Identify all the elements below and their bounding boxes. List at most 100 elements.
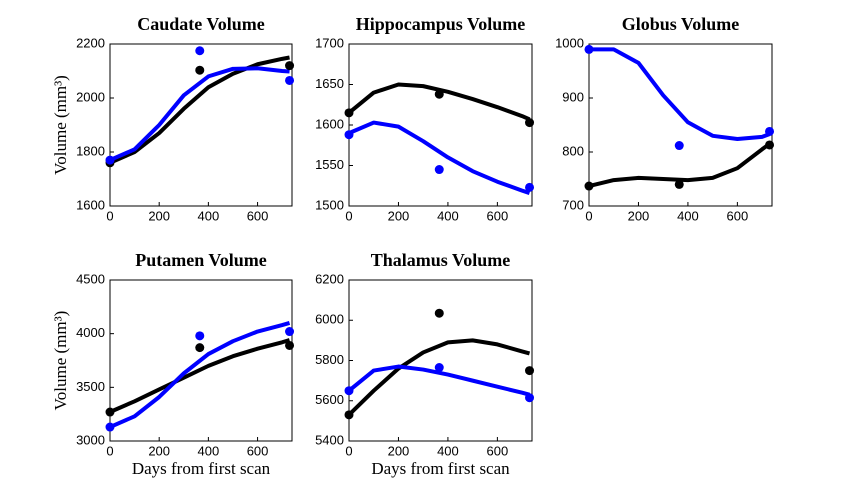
data-point — [525, 393, 535, 403]
fit-curve — [347, 338, 531, 417]
x-tick-label: 400 — [437, 208, 459, 223]
x-axis-label: Days from first scan — [371, 459, 510, 478]
subplot: 0 200 400 600 3000 3500 4000 4500 Putamen Volume… — [51, 250, 295, 478]
x-tick-label: 200 — [388, 208, 410, 223]
fit-curve — [347, 364, 531, 397]
y-tick-label: 6200 — [315, 271, 344, 286]
subplot: 0 200 400 600 1600 1800 2000 2200 Caudate Volume… — [51, 14, 295, 223]
y-tick-label: 3500 — [76, 379, 105, 394]
y-tick-label: 5800 — [315, 352, 344, 367]
x-tick-label: 400 — [677, 208, 699, 223]
axes-box — [109, 279, 293, 442]
x-tick-label: 400 — [198, 443, 220, 458]
subplot: 0 200 400 600 5400 5600 5800 6000 6200 Thalamus V… — [315, 250, 535, 478]
fit-curve — [588, 142, 771, 188]
axes-box — [348, 279, 533, 442]
y-tick-label: 1800 — [76, 143, 105, 158]
y-tick-label: 4000 — [76, 325, 105, 340]
data-point — [584, 181, 594, 191]
x-tick-label: 200 — [628, 208, 650, 223]
data-point — [195, 46, 205, 56]
y-tick-label: 1500 — [315, 197, 344, 212]
x-tick-label: 0 — [585, 208, 592, 223]
x-tick-label: 0 — [345, 443, 352, 458]
panel-title: Hippocampus Volume — [356, 14, 526, 34]
y-tick-label: 700 — [562, 197, 584, 212]
fit-curve — [109, 55, 290, 165]
fit-curve — [109, 321, 291, 429]
data-point — [344, 386, 354, 396]
x-tick-label: 0 — [106, 208, 113, 223]
data-point — [344, 130, 354, 140]
data-point — [434, 89, 444, 99]
y-axis-label: Volume (mm³) — [51, 75, 70, 175]
data-point — [285, 340, 295, 350]
data-point — [285, 75, 295, 85]
data-point — [195, 331, 205, 341]
data-point — [195, 65, 205, 75]
data-point — [285, 61, 295, 71]
data-point — [674, 141, 684, 151]
y-tick-label: 1600 — [76, 197, 105, 212]
data-point — [525, 182, 535, 192]
data-point — [584, 44, 594, 54]
data-point — [105, 407, 115, 417]
data-point — [525, 118, 535, 128]
y-tick-label: 2200 — [76, 35, 105, 50]
x-tick-label: 0 — [345, 208, 352, 223]
y-axis-label: Volume (mm³) — [51, 311, 70, 411]
y-tick-label: 1550 — [315, 157, 344, 172]
data-point — [765, 126, 775, 136]
data-point — [285, 327, 295, 337]
data-point — [195, 343, 205, 353]
data-point — [765, 140, 775, 150]
x-tick-label: 0 — [106, 443, 113, 458]
panel-title: Thalamus Volume — [371, 250, 511, 270]
subplot: 0 200 400 600 1500 1550 1600 1650 1700 Hippocampu… — [315, 14, 535, 223]
y-tick-label: 4500 — [76, 271, 105, 286]
x-tick-label: 400 — [437, 443, 459, 458]
panel-title: Putamen Volume — [135, 250, 267, 270]
fit-curve — [109, 338, 291, 414]
fit-curve — [348, 120, 531, 195]
axes-box — [109, 43, 293, 207]
data-point — [344, 410, 354, 420]
x-tick-label: 200 — [148, 443, 170, 458]
data-point — [434, 363, 444, 373]
x-tick-label: 400 — [198, 208, 220, 223]
y-tick-label: 3000 — [76, 432, 105, 447]
fit-curve — [109, 66, 290, 162]
y-tick-label: 5600 — [315, 392, 344, 407]
data-point — [674, 179, 684, 189]
x-tick-label: 600 — [487, 208, 509, 223]
fit-curve — [589, 47, 771, 142]
axes-box — [588, 43, 773, 207]
panel-title: Globus Volume — [622, 14, 740, 34]
data-point — [525, 366, 535, 376]
x-axis-label: Days from first scan — [132, 459, 271, 478]
x-tick-label: 600 — [247, 208, 269, 223]
y-tick-label: 6000 — [315, 312, 344, 327]
data-point — [434, 308, 444, 318]
subplot: 0 200 400 600 700 800 900 1000 Globus Volume — [555, 14, 775, 223]
data-point — [434, 165, 444, 175]
data-point — [344, 108, 354, 118]
y-tick-label: 1000 — [555, 35, 584, 50]
y-tick-label: 2000 — [76, 89, 105, 104]
y-tick-label: 1650 — [315, 76, 344, 91]
x-tick-label: 600 — [487, 443, 509, 458]
data-point — [105, 155, 115, 165]
y-tick-label: 1600 — [315, 116, 344, 131]
x-tick-label: 600 — [727, 208, 749, 223]
x-tick-label: 600 — [247, 443, 269, 458]
y-tick-label: 800 — [562, 143, 584, 158]
y-tick-label: 900 — [562, 89, 584, 104]
y-tick-label: 1700 — [315, 35, 344, 50]
panel-title: Caudate Volume — [137, 14, 265, 34]
fit-curve — [347, 82, 531, 122]
x-tick-label: 200 — [388, 443, 410, 458]
data-point — [105, 422, 115, 432]
y-tick-label: 5400 — [315, 432, 344, 447]
x-tick-label: 200 — [148, 208, 170, 223]
